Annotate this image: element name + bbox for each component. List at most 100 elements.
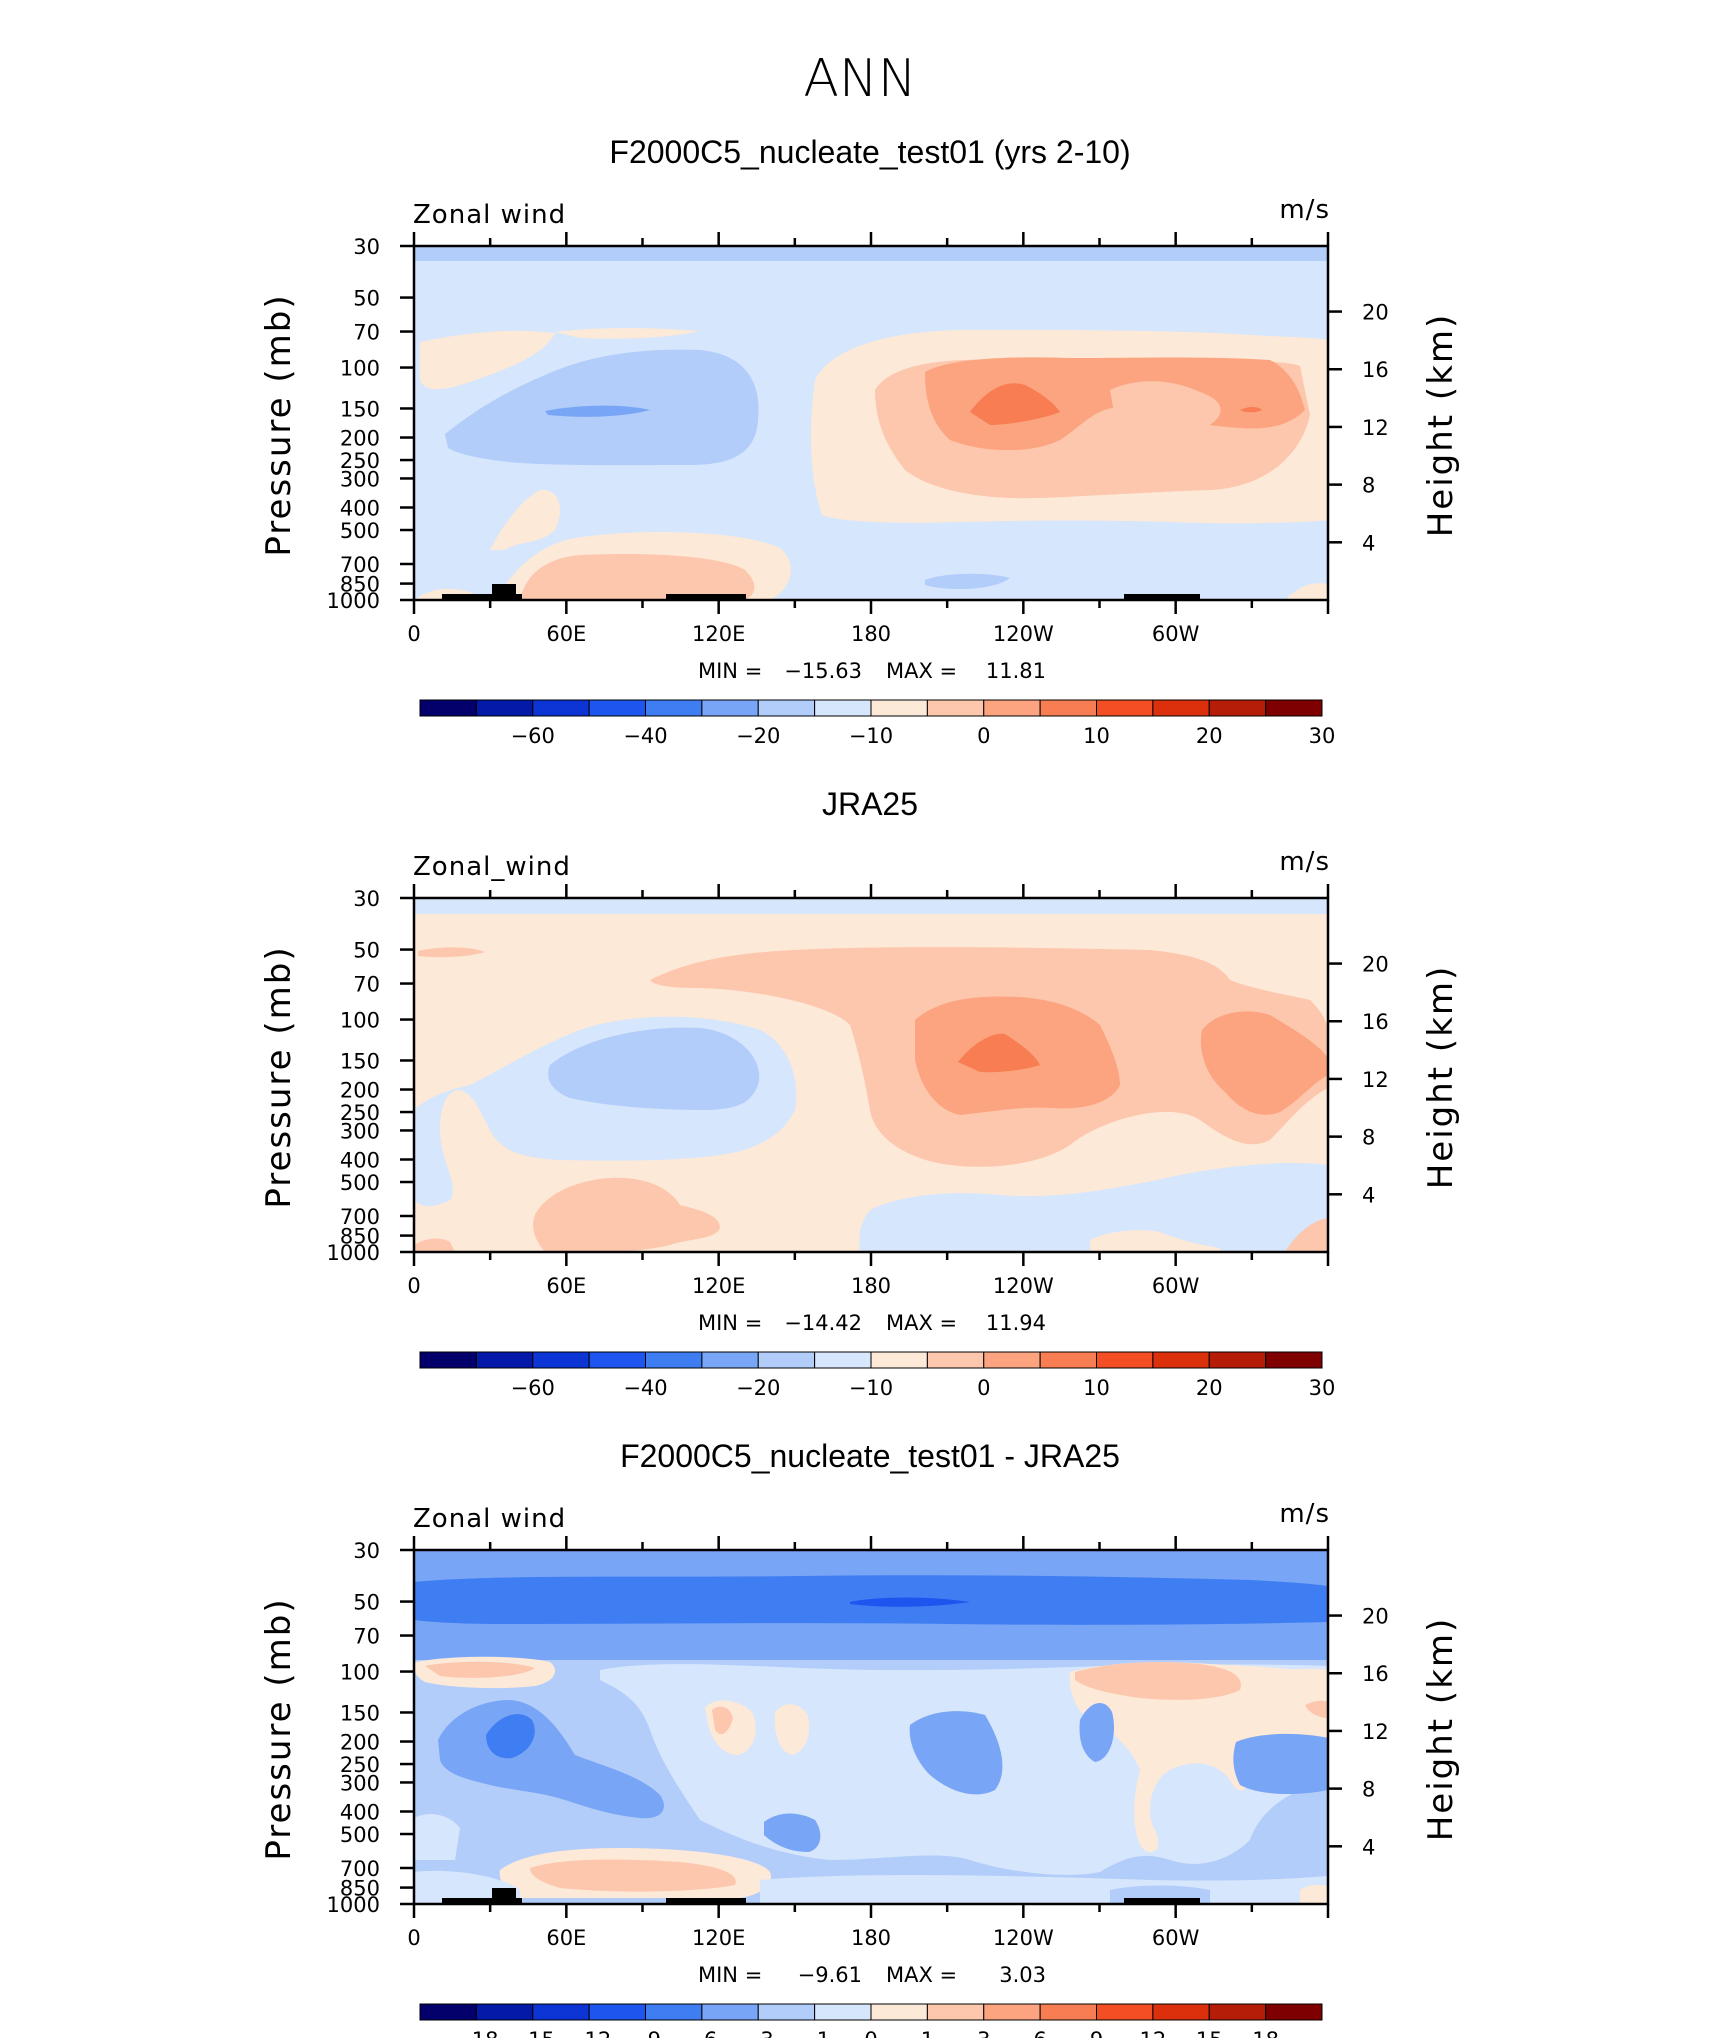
y2-tick-label: 4 (1362, 1835, 1375, 1859)
y-axis-title: Pressure (mb) (259, 945, 299, 1208)
contour-band (1110, 381, 1221, 433)
colorbar-swatch (1152, 699, 1210, 717)
x-tick-label: 60W (1152, 622, 1200, 646)
colorbar-label: 30 (1309, 724, 1336, 748)
max-label: MAX = (886, 1311, 957, 1335)
topography-block (1124, 594, 1200, 600)
y-tick-label: 100 (340, 1009, 380, 1033)
y-tick-label: 1000 (327, 1893, 380, 1917)
colorbar-label: 1 (921, 2028, 934, 2038)
contour-band (530, 1859, 736, 1892)
colorbar-swatch (814, 1351, 872, 1369)
contour-band (414, 1814, 460, 1860)
y-tick-label: 30 (353, 235, 380, 259)
topography-block (666, 594, 746, 600)
colorbar-swatch (1265, 1351, 1323, 1369)
y-tick-label: 150 (340, 1701, 380, 1725)
x-tick-label: 180 (851, 1274, 891, 1298)
contour-band (520, 553, 755, 600)
y-tick-label: 300 (340, 1119, 380, 1143)
y2-tick-label: 8 (1362, 1778, 1375, 1802)
y-tick-label: 400 (340, 1148, 380, 1172)
colorbar-label: −10 (849, 1376, 893, 1400)
colorbar-label: −3 (743, 2028, 774, 2038)
x-tick-label: 120W (993, 622, 1054, 646)
y2-tick-label: 12 (1362, 1068, 1389, 1092)
y-tick-label: 250 (340, 1753, 380, 1777)
colorbar-swatch (983, 2003, 1041, 2021)
colorbar-swatch (532, 699, 590, 717)
colorbar-swatch (1265, 699, 1323, 717)
colorbar-swatch (1152, 1351, 1210, 1369)
y-tick-label: 400 (340, 496, 380, 520)
contour-band (925, 573, 1010, 590)
contour-band (850, 1597, 970, 1607)
topography-block (492, 1888, 516, 1904)
contour-band (1285, 583, 1328, 600)
colorbar-swatch (1152, 2003, 1210, 2021)
colorbar-swatch (1096, 699, 1154, 717)
colorbar-label: 20 (1196, 1376, 1223, 1400)
x-tick-label: 120E (692, 1274, 745, 1298)
y-tick-label: 300 (340, 467, 380, 491)
colorbar-swatch (475, 2003, 534, 2021)
colorbar-label: −20 (736, 1376, 780, 1400)
y2-tick-label: 4 (1362, 1183, 1375, 1207)
colorbar-swatch (1096, 2003, 1154, 2021)
colorbar-swatch (645, 1351, 703, 1369)
colorbar-swatch (701, 699, 759, 717)
contour-band (486, 1714, 535, 1759)
x-tick-label: 120E (692, 622, 745, 646)
colorbar-swatch (588, 1351, 646, 1369)
min-value: −15.63 (784, 659, 862, 683)
x-tick-label: 60W (1152, 1274, 1200, 1298)
colorbar-swatch (1096, 1351, 1154, 1369)
y2-tick-label: 16 (1362, 358, 1389, 382)
colorbar-label: 0 (977, 724, 990, 748)
colorbar-swatch (1039, 1351, 1097, 1369)
y2-axis-title: Height (km) (1421, 313, 1461, 538)
contour-band (712, 1706, 733, 1735)
contour-band (909, 1711, 1003, 1795)
colorbar-swatch (814, 699, 872, 717)
y-tick-label: 200 (340, 1079, 380, 1103)
panel-title: F2000C5_nucleate_test01 (yrs 2-10) (609, 134, 1130, 170)
colorbar-swatch (926, 2003, 985, 2021)
colorbar-swatch (1039, 2003, 1097, 2021)
contour-band (1240, 407, 1262, 413)
y-tick-label: 50 (353, 287, 380, 311)
contour-field (414, 898, 1328, 1252)
y-tick-label: 850 (340, 573, 380, 597)
max-label: MAX = (886, 659, 957, 683)
y-tick-label: 100 (340, 357, 380, 381)
contour-band (1300, 1884, 1328, 1904)
y-tick-label: 850 (340, 1877, 380, 1901)
y-tick-label: 500 (340, 519, 380, 543)
y-tick-label: 700 (340, 1857, 380, 1881)
colorbar-label: 15 (1196, 2028, 1223, 2038)
contour-band (555, 328, 700, 339)
x-tick-label: 180 (851, 622, 891, 646)
colorbar-swatch (588, 2003, 646, 2021)
colorbar-label: 10 (1083, 724, 1110, 748)
colorbar-swatch (645, 2003, 703, 2021)
y-tick-label: 700 (340, 553, 380, 577)
colorbar-label: 0 (977, 1376, 990, 1400)
colorbar-label: 30 (1309, 1376, 1336, 1400)
colorbar-label: −15 (511, 2028, 555, 2038)
min-label: MIN = (698, 659, 762, 683)
min-label: MIN = (698, 1311, 762, 1335)
min-value: −9.61 (798, 1963, 862, 1987)
variable-label: Zonal wind (413, 200, 566, 230)
colorbar-label: −10 (849, 724, 893, 748)
contour-band (1079, 1702, 1115, 1762)
colorbar-swatch (419, 2003, 477, 2021)
colorbar-label: −12 (567, 2028, 611, 2038)
colorbar-label: 10 (1083, 1376, 1110, 1400)
units-label: m/s (1279, 847, 1330, 877)
x-tick-label: 60E (546, 622, 586, 646)
y-tick-label: 100 (340, 1661, 380, 1685)
topography-block (442, 594, 522, 600)
